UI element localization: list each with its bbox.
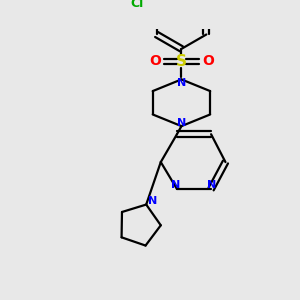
- Text: O: O: [202, 54, 214, 68]
- Text: N: N: [177, 78, 186, 88]
- Text: O: O: [149, 54, 161, 68]
- Text: N: N: [207, 180, 217, 190]
- Text: N: N: [177, 118, 186, 128]
- Text: N: N: [148, 196, 157, 206]
- Text: Cl: Cl: [130, 0, 143, 10]
- Text: N: N: [171, 180, 181, 190]
- Text: S: S: [176, 54, 187, 69]
